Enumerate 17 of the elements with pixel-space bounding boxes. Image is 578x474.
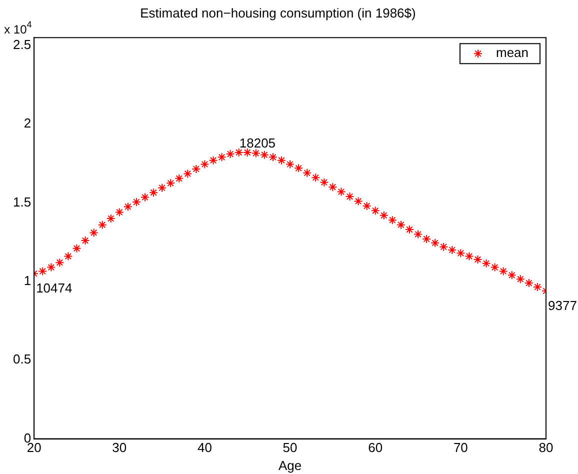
x-tick-label: 80 xyxy=(538,440,554,456)
y-tick-label: 1 xyxy=(24,273,32,288)
annotation: 18205 xyxy=(239,135,276,150)
x-tick-label: 60 xyxy=(368,440,383,456)
y-tick-label: 2 xyxy=(24,116,32,131)
y-tick-label: 2.5 xyxy=(12,37,32,52)
x-axis-title: Age xyxy=(278,458,302,473)
x-tick-label: 70 xyxy=(453,440,468,456)
y-tick-label: 1.5 xyxy=(12,194,32,210)
x-tick-label: 50 xyxy=(282,440,298,456)
y-tick-label: 0.5 xyxy=(12,352,32,367)
legend-label: mean xyxy=(496,45,529,60)
chart-title: Estimated non−housing consumption (in 1986$) xyxy=(140,5,416,20)
x-tick-label: 30 xyxy=(112,440,127,456)
annotation: 10474 xyxy=(36,280,72,296)
x-tick-label: 40 xyxy=(197,440,212,456)
annotation: 9377 xyxy=(548,298,577,313)
